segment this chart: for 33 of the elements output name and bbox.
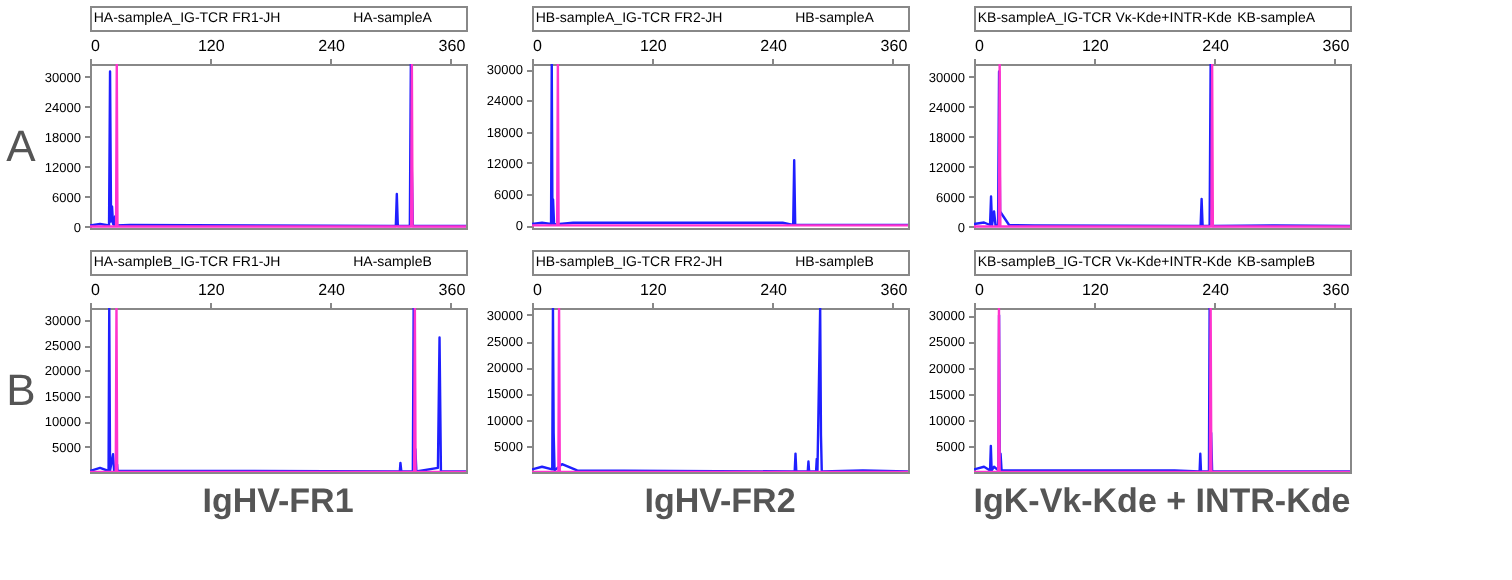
x-axis-title: IgHV-FR2 <box>644 482 796 520</box>
x-tick-label: 0 <box>91 281 101 299</box>
y-axis-title: A <box>6 121 37 171</box>
line-series <box>974 308 1350 472</box>
x-tick-label: 120 <box>1081 281 1110 299</box>
x-tick-label: 120 <box>639 281 668 299</box>
x-tick-label: 240 <box>760 281 789 299</box>
line-series <box>532 308 908 472</box>
x-tick-label: 360 <box>1322 281 1351 299</box>
x-tick-label: 120 <box>197 37 226 55</box>
x-tick-label: 0 <box>91 37 101 55</box>
x-tick-label: 120 <box>1081 37 1110 55</box>
line-series <box>974 64 1350 228</box>
x-tick-label: 240 <box>1202 37 1231 55</box>
x-tick-label: 360 <box>1322 37 1351 55</box>
x-tick-label: 0 <box>533 281 543 299</box>
x-tick-label: 0 <box>533 37 543 55</box>
x-tick-label: 0 <box>975 281 985 299</box>
x-tick-label: 360 <box>880 281 909 299</box>
x-tick-label: 360 <box>438 37 467 55</box>
x-tick-label: 240 <box>1202 281 1231 299</box>
x-tick-label: 240 <box>760 37 789 55</box>
y-axis-title: B <box>6 365 36 415</box>
x-axis-title: IgK-Vk-Kde + INTR-Kde <box>973 482 1351 520</box>
x-tick-label: 120 <box>197 281 226 299</box>
x-tick-label: 120 <box>639 37 668 55</box>
x-tick-label: 360 <box>880 37 909 55</box>
x-tick-label: 360 <box>438 281 467 299</box>
x-tick-label: 0 <box>975 37 985 55</box>
x-tick-label: 240 <box>318 37 347 55</box>
x-tick-label: 240 <box>318 281 347 299</box>
line-series <box>90 308 466 472</box>
x-axis-title: IgHV-FR1 <box>202 482 354 520</box>
